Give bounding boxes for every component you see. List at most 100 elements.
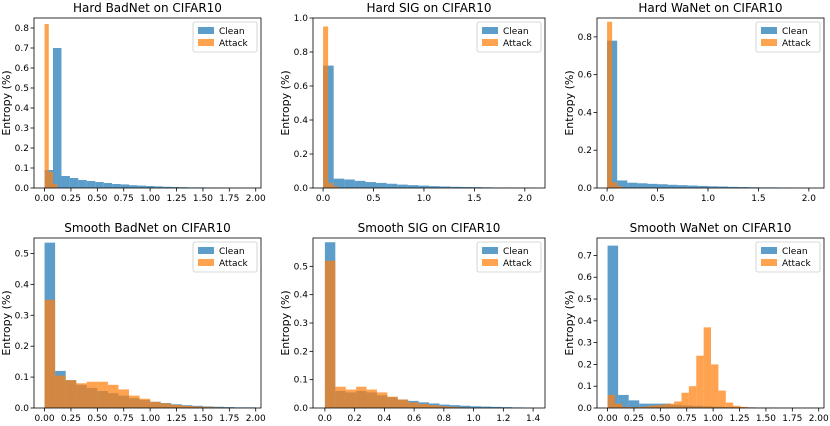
y-tick-label: 0.1 [294, 376, 308, 386]
x-tick-label: 0.0 [316, 194, 331, 204]
bar-attack [376, 392, 388, 408]
bar-attack [711, 364, 719, 408]
legend-label-clean: Clean [219, 27, 245, 37]
y-tick-label: 0.7 [15, 44, 29, 54]
bar-attack [397, 399, 409, 408]
bar-clean [677, 185, 688, 188]
bar-clean [53, 48, 62, 188]
bar-attack [659, 404, 667, 408]
bar-attack [366, 389, 377, 408]
bar-clean [607, 245, 619, 408]
bar-attack [139, 398, 151, 408]
bar-clean [491, 406, 502, 408]
bar-clean [120, 184, 130, 188]
x-tick-label: 1.25 [167, 194, 187, 204]
y-tick-label: 0.4 [578, 108, 593, 118]
bar-clean [657, 184, 668, 188]
legend-swatch-attack [198, 259, 214, 266]
y-tick-label: 0.0 [578, 184, 593, 194]
legend-swatch-attack [761, 39, 777, 46]
bar-attack [181, 405, 193, 408]
bar-clean [707, 186, 719, 188]
y-tick-label: 0.2 [15, 144, 29, 154]
x-tick-label: 0.00 [35, 194, 55, 204]
bar-clean [86, 181, 96, 188]
y-tick-label: 0.5 [15, 249, 29, 259]
bar-attack [129, 395, 140, 408]
bar-attack [97, 381, 108, 408]
chart-title: Hard WaNet on CIFAR10 [638, 1, 782, 15]
x-tick-label: 2.00 [809, 414, 829, 424]
bar-attack [612, 182, 618, 188]
bar-clean [224, 407, 235, 408]
bar-attack [740, 406, 748, 408]
bar-attack [696, 355, 704, 408]
y-tick-label: 0.5 [578, 295, 592, 305]
x-tick-label: 1.25 [730, 414, 750, 424]
bar-attack [408, 402, 419, 408]
legend: Clean Attack [476, 21, 542, 53]
legend-label-attack: Attack [782, 259, 812, 269]
bars-group [44, 24, 256, 188]
bar-clean [103, 183, 113, 188]
legend: Clean Attack [755, 241, 821, 273]
bar-clean [450, 186, 461, 188]
bar-attack [76, 383, 87, 408]
legend-swatch-clean [198, 27, 214, 34]
legend-label-attack: Attack [219, 39, 249, 49]
y-tick-label: 0.6 [578, 71, 593, 81]
chart-panel: 0.00 0.25 0.50 0.75 1.00 1.25 1.50 1.75 2.00 0.0 0… [0, 1, 266, 204]
bar-clean [323, 65, 334, 188]
bar-clean [78, 180, 87, 188]
x-tick-label: 1.50 [756, 414, 776, 424]
legend-label-attack: Attack [219, 259, 249, 269]
bar-attack [449, 406, 461, 408]
bar-attack [53, 184, 58, 188]
bar-clean [639, 403, 650, 408]
bar-clean [129, 185, 138, 188]
bar-clean [354, 180, 366, 188]
bar-attack [733, 405, 741, 408]
y-tick-label: 0.3 [578, 339, 592, 349]
y-tick-label: 0.7 [578, 251, 592, 261]
bar-attack [387, 396, 398, 408]
y-tick-label: 0.8 [294, 48, 309, 58]
y-tick-label: 0.3 [15, 124, 29, 134]
bar-attack [429, 405, 440, 408]
x-tick-label: 0.50 [87, 414, 107, 424]
bar-clean [407, 185, 419, 188]
y-axis-label: Entropy (%) [279, 290, 292, 355]
x-tick-label: 1.75 [782, 414, 802, 424]
y-axis-label: Entropy (%) [0, 290, 13, 355]
x-tick-label: 0.00 [598, 414, 618, 424]
chart-title: Smooth SIG on CIFAR10 [358, 221, 501, 235]
bar-attack [607, 394, 615, 408]
axes-frame [312, 17, 546, 189]
y-tick-label: 0.4 [578, 317, 593, 327]
axes-frame [33, 237, 262, 409]
x-tick-label: 1.0 [701, 194, 716, 204]
bar-attack [637, 406, 645, 408]
x-tick-label: 0.6 [407, 414, 422, 424]
bar-clean [637, 183, 648, 188]
bar-clean [460, 405, 471, 408]
x-tick-label: 1.00 [703, 414, 723, 424]
x-tick-label: 1.5 [467, 194, 481, 204]
chart-title: Smooth WaNet on CIFAR10 [630, 221, 792, 235]
y-tick-label: 0.8 [15, 24, 30, 34]
y-axis-label: Entropy (%) [279, 70, 292, 135]
bar-clean [365, 182, 377, 188]
x-tick-label: 2.0 [802, 194, 817, 204]
legend-swatch-attack [482, 259, 498, 266]
bar-attack [617, 186, 623, 188]
bar-attack [666, 403, 675, 408]
legend-label-clean: Clean [503, 27, 529, 37]
bar-clean [145, 186, 155, 188]
y-tick-label: 0.2 [294, 150, 308, 160]
y-tick-label: 0.8 [578, 33, 593, 43]
legend-label-clean: Clean [782, 27, 808, 37]
bar-attack [718, 390, 726, 408]
bar-clean [617, 180, 628, 188]
legend-label-clean: Clean [219, 247, 245, 257]
bar-clean [738, 187, 749, 188]
